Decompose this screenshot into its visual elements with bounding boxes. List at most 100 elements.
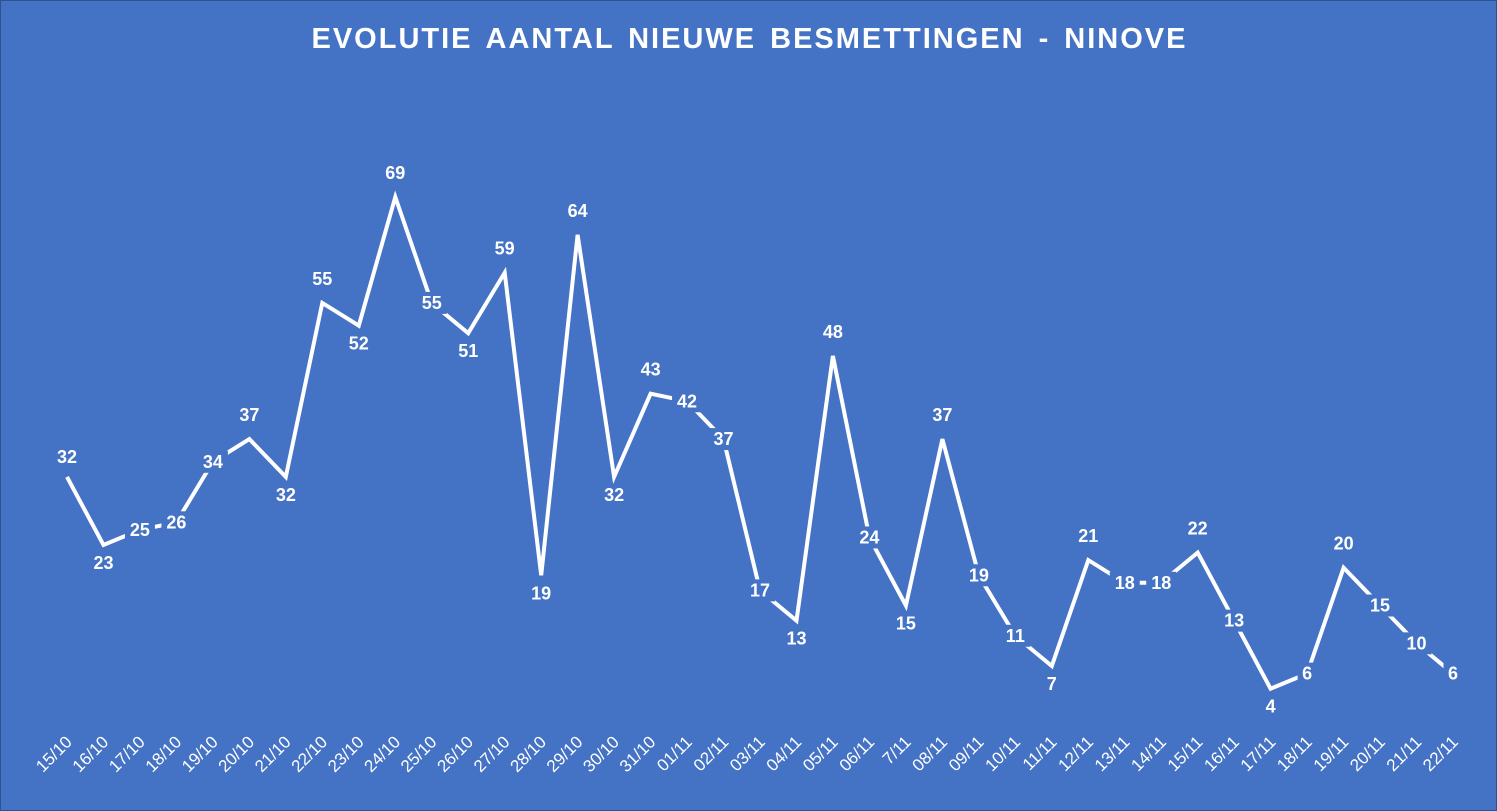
data-label-bg [1443, 662, 1463, 685]
data-label: 19 [969, 565, 989, 585]
data-label: 34 [203, 452, 223, 472]
data-label-bg [307, 267, 338, 290]
data-label-bg [343, 332, 374, 355]
data-label: 23 [93, 553, 113, 573]
x-tick-label: 21/10 [251, 732, 295, 776]
data-label-bg [1073, 525, 1104, 548]
data-label: 32 [276, 485, 296, 505]
x-tick-label: 04/11 [763, 732, 806, 775]
data-label-bg [1401, 632, 1432, 655]
data-label: 32 [57, 447, 77, 467]
x-tick-label: 17/10 [105, 732, 149, 776]
data-label-bg [1042, 673, 1062, 696]
x-tick-label: 30/10 [579, 732, 623, 776]
data-label-bg [453, 340, 484, 363]
data-label: 18 [1115, 573, 1135, 593]
x-tick-label: 22/11 [1419, 732, 1462, 775]
data-label-bg [1000, 624, 1031, 647]
data-label-bg [1297, 662, 1317, 685]
data-label: 52 [349, 334, 369, 354]
x-tick-label: 15/10 [32, 732, 76, 776]
data-label: 4 [1266, 697, 1276, 717]
data-label: 42 [677, 391, 697, 411]
x-tick-label: 28/10 [506, 732, 550, 776]
x-tick-label: 15/11 [1164, 732, 1207, 775]
data-label: 22 [1188, 519, 1208, 539]
data-label-bg [562, 199, 593, 222]
data-label-bg [599, 483, 630, 506]
data-label: 55 [422, 293, 442, 313]
data-label: 48 [823, 322, 843, 342]
chart-title: EVOLUTIE AANTAL NIEUWE BESMETTINGEN - NI… [311, 23, 1188, 55]
data-label: 24 [859, 527, 879, 547]
drop-lines [66, 198, 1454, 719]
data-label-bg [745, 579, 775, 602]
data-label: 10 [1407, 633, 1427, 653]
x-tick-label: 18/10 [142, 732, 186, 776]
data-label: 25 [130, 520, 150, 540]
x-tick-label: 01/11 [653, 732, 696, 775]
data-label-bg [963, 564, 994, 587]
data-label: 51 [458, 341, 478, 361]
data-label-bg [1261, 695, 1281, 718]
data-label: 26 [166, 512, 186, 532]
data-label-bg [1146, 571, 1177, 594]
x-tick-label: 02/11 [690, 732, 733, 775]
x-tick-label: 25/10 [397, 732, 441, 776]
data-label: 13 [786, 629, 806, 649]
data-label-bg [1109, 571, 1140, 594]
x-tick-label: 05/11 [799, 732, 842, 775]
x-tick-label: 13/11 [1091, 732, 1134, 775]
data-label-bg [270, 483, 301, 506]
x-tick-label: 24/10 [361, 732, 405, 776]
x-tick-label: 19/11 [1310, 732, 1353, 775]
x-axis-ticks: 15/1016/1017/1018/1019/1020/1021/1022/10… [32, 732, 1462, 776]
data-label: 11 [1006, 626, 1025, 646]
data-label: 21 [1078, 526, 1098, 546]
data-label: 37 [239, 405, 259, 425]
data-label-bg [234, 404, 265, 427]
data-label-bg [635, 358, 666, 381]
data-label: 15 [1370, 596, 1390, 616]
data-label-bg [88, 552, 119, 574]
x-tick-label: 16/11 [1200, 732, 1243, 775]
data-label: 37 [714, 429, 734, 449]
data-label: 32 [604, 485, 624, 505]
x-tick-label: 20/11 [1346, 732, 1389, 775]
data-label-bg [489, 237, 520, 260]
x-tick-label: 06/11 [836, 732, 879, 775]
data-label: 69 [385, 163, 405, 183]
data-label-bg [927, 404, 958, 427]
x-tick-label: 08/11 [909, 732, 952, 775]
data-label-bg [708, 428, 739, 451]
data-label-bg [124, 518, 155, 541]
data-label: 59 [495, 239, 515, 259]
data-label-bg [890, 612, 921, 635]
data-label: 18 [1151, 573, 1171, 593]
data-label: 15 [896, 614, 916, 634]
data-label: 17 [750, 580, 770, 600]
data-label: 6 [1302, 664, 1312, 684]
data-label: 6 [1448, 664, 1458, 684]
x-tick-label: 27/10 [470, 732, 514, 776]
data-label-bg [52, 445, 82, 468]
x-tick-label: 11/11 [1019, 732, 1061, 774]
x-tick-label: 26/10 [434, 732, 478, 776]
data-label: 7 [1047, 674, 1057, 694]
x-tick-label: 14/11 [1127, 732, 1170, 775]
x-tick-label: 17/11 [1237, 732, 1280, 775]
data-label-bg [1182, 517, 1213, 540]
data-label-bg [161, 511, 192, 534]
data-label-bg [197, 450, 228, 473]
data-label: 20 [1334, 534, 1354, 554]
data-label-bg [1365, 594, 1396, 617]
x-tick-label: 21/11 [1383, 732, 1426, 775]
x-tick-label: 29/10 [543, 732, 587, 776]
data-label: 13 [1224, 611, 1244, 631]
data-label: 43 [641, 360, 661, 380]
x-tick-label: 16/10 [69, 732, 113, 776]
x-tick-label: 19/10 [178, 732, 222, 776]
